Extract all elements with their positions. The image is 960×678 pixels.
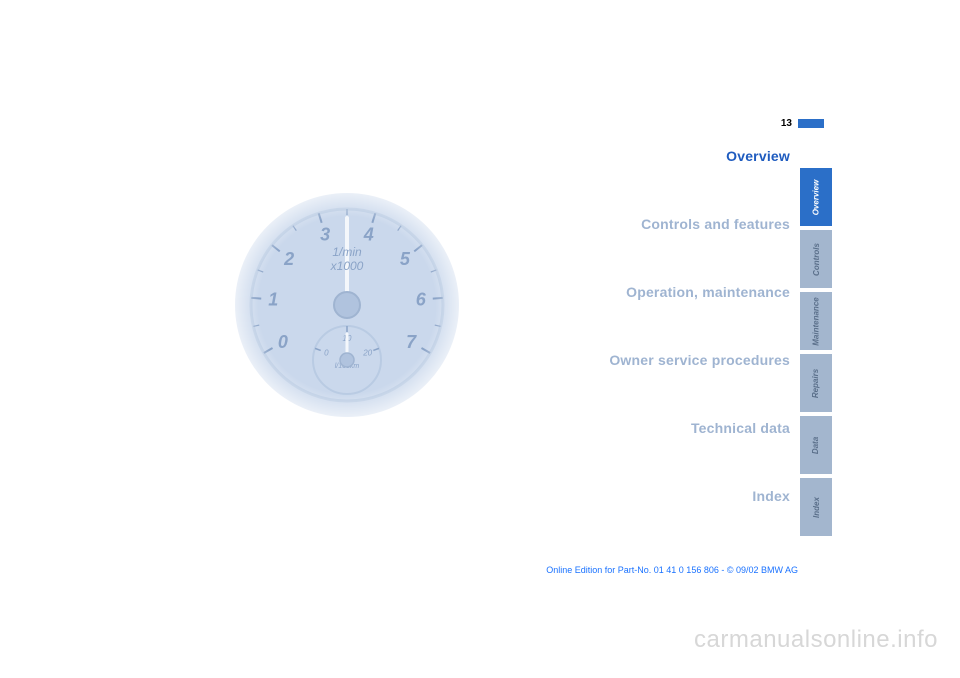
site-watermark: carmanualsonline.info (694, 626, 938, 654)
page-number: 13 (781, 118, 792, 129)
tab-overview[interactable]: Overview (800, 168, 832, 226)
toc-item-index[interactable]: Index (530, 488, 790, 504)
tab-label: Controls (812, 243, 821, 276)
toc-item-controls[interactable]: Controls and features (530, 216, 790, 232)
toc-item-data[interactable]: Technical data (530, 420, 790, 436)
toc-item-overview[interactable]: Overview (530, 148, 790, 164)
side-tabs: Overview Controls Maintenance Repairs Da… (800, 168, 832, 540)
gauge-svg: 01234567 1/min x1000 01020 l/100km (232, 190, 462, 420)
tab-controls[interactable]: Controls (800, 230, 832, 288)
tab-label: Repairs (811, 368, 820, 397)
tab-maintenance[interactable]: Maintenance (800, 292, 832, 350)
tab-data[interactable]: Data (800, 416, 832, 474)
toc-item-maintenance[interactable]: Operation, maintenance (530, 284, 790, 300)
tab-index[interactable]: Index (800, 478, 832, 536)
tab-label: Index (812, 497, 821, 518)
manual-page: 13 01234567 1/min x1000 (0, 0, 960, 678)
tachometer-illustration: 01234567 1/min x1000 01020 l/100km (232, 190, 462, 425)
edition-footnote: Online Edition for Part-No. 01 41 0 156 … (546, 565, 798, 575)
tab-repairs[interactable]: Repairs (800, 354, 832, 412)
tab-label: Maintenance (812, 297, 821, 345)
tab-label: Overview (812, 179, 821, 215)
toc-item-repairs[interactable]: Owner service procedures (530, 352, 790, 368)
page-marker (798, 119, 824, 128)
toc-list: Overview Controls and features Operation… (530, 148, 790, 556)
page-number-wrap: 13 (781, 118, 824, 129)
tab-label: Data (812, 436, 821, 453)
